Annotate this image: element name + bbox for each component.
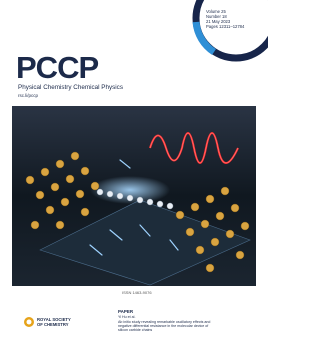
rsc-logo — [24, 317, 34, 327]
pages: Pages 12311–12784 — [206, 24, 244, 29]
cover: Volume 25 Number 18 21 May 2023 Pages 12… — [0, 0, 268, 352]
journal-subtitle: Physical Chemistry Chemical Physics — [18, 84, 123, 91]
article-type: PAPER — [118, 309, 133, 314]
issn: ISSN 1463-9076 — [122, 290, 152, 295]
journal-url: rsc.li/pccp — [18, 93, 38, 98]
publisher-line: OF CHEMISTRY — [37, 322, 68, 327]
article-title-line: silicon carbide chains — [118, 328, 152, 332]
article-authors: Yi Hu et al. — [118, 315, 135, 319]
journal-title: PCCP — [16, 52, 98, 83]
